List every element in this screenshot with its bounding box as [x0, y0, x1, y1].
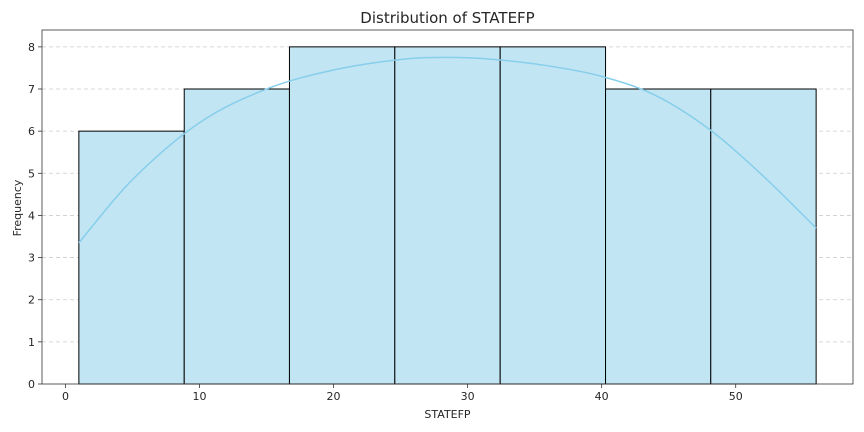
x-tick-label: 0: [62, 390, 69, 403]
histogram-bar: [605, 88, 712, 385]
x-tick-label: 10: [193, 390, 207, 403]
y-tick-label: 4: [28, 209, 35, 222]
x-tick-label: 20: [327, 390, 341, 403]
histogram-bar: [499, 46, 607, 385]
x-axis-ticks: 0 10 20 30 40 50: [62, 384, 743, 403]
x-tick-label: 40: [595, 390, 609, 403]
histogram-bar: [183, 88, 290, 385]
y-tick-label: 6: [28, 125, 35, 138]
x-axis-label: STATEFP: [424, 408, 471, 421]
x-tick-label: 30: [461, 390, 475, 403]
chart-title: Distribution of STATEFP: [360, 9, 534, 27]
histogram-bar: [394, 46, 501, 385]
y-tick-label: 7: [28, 83, 35, 96]
y-tick-label: 5: [28, 167, 35, 180]
plot-frame: [41, 29, 854, 385]
kde-curve-group: [78, 56, 817, 244]
x-tick-label: 50: [729, 390, 743, 403]
histogram-bar: [78, 130, 185, 385]
y-axis-label: Frequency: [11, 179, 24, 236]
histogram-bars: [78, 46, 817, 385]
histogram-bar: [710, 88, 817, 385]
y-tick-label: 0: [28, 378, 35, 391]
kde-line: [78, 56, 817, 244]
y-tick-label: 8: [28, 41, 35, 54]
histogram-bar: [288, 46, 396, 385]
y-tick-label: 2: [28, 294, 35, 307]
y-tick-label: 3: [28, 252, 35, 265]
y-axis-ticks: 0 1 2 3 4 5 6 7 8: [28, 41, 42, 391]
y-tick-label: 1: [28, 336, 35, 349]
